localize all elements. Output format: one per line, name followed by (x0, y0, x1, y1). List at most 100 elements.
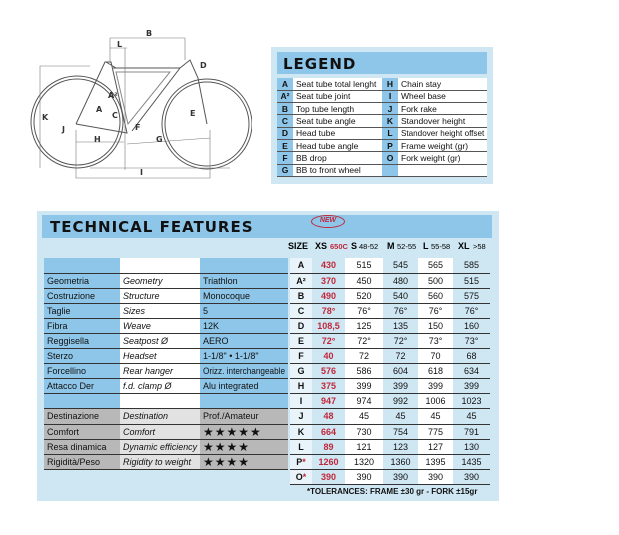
feature-english (120, 258, 200, 274)
front-wheel (161, 78, 252, 170)
size-geometry-table: A 430 515 545 565 585 A² 370 450 480 500 515 B 490 520… (290, 258, 490, 485)
feature-italian (44, 393, 120, 410)
legend-desc-text: Chain stay (401, 78, 442, 89)
size-row: L 89 121 123 127 130 (290, 439, 490, 455)
measure-value-text: 791 (463, 426, 480, 437)
legend-key-text: A² (280, 91, 290, 102)
legend-key: L (382, 127, 398, 140)
rating-english: Comfort (120, 424, 200, 440)
feature-italian-text: Attacco Der (47, 381, 95, 392)
measure-value-text: 1006 (425, 396, 446, 407)
rating-row: Comfort Comfort ★★★★★ (44, 424, 288, 440)
measure-value-text: 76° (428, 305, 443, 316)
measure-value-text: 576 (320, 366, 337, 377)
measure-key: K (290, 424, 312, 440)
measure-value-text: 89 (323, 441, 334, 452)
feature-value-text: 12K (203, 320, 220, 331)
feature-italian-text: Taglie (47, 305, 71, 316)
measure-value-text: 121 (356, 441, 372, 452)
measure-value: 68 (453, 348, 490, 365)
size-xs-sub: 650C (330, 242, 348, 251)
feature-english-text: Weave (123, 320, 151, 331)
measure-value: 390 (418, 469, 453, 485)
measure-key: I (290, 393, 312, 410)
measure-value: 70 (418, 348, 453, 365)
measure-value-text: 76° (393, 305, 408, 316)
measure-value: 515 (345, 258, 383, 274)
legend-key (382, 164, 398, 177)
measure-value: 76° (345, 303, 383, 319)
measure-value-text: 370 (320, 275, 337, 286)
measure-key: H (290, 378, 312, 395)
label-g: G (156, 135, 163, 144)
measure-value: 127 (418, 439, 453, 455)
size-row: E 72° 72° 72° 73° 73° (290, 333, 490, 350)
rating-italian: Resa dinamica (44, 439, 120, 455)
legend-key-text: L (387, 128, 393, 139)
rating-italian-text: Resa dinamica (47, 441, 107, 452)
measure-value-text: 135 (392, 320, 409, 331)
feature-value-text: Triathlon (203, 275, 238, 286)
legend-key: I (382, 90, 398, 104)
measure-value-text: 390 (356, 471, 372, 482)
measure-value: 560 (418, 288, 453, 304)
measure-value: 40 (312, 348, 345, 365)
feature-row (44, 393, 288, 410)
measure-value: 565 (418, 258, 453, 274)
legend-key-text: A (281, 78, 289, 89)
legend-desc-text: Seat tube joint (296, 91, 351, 102)
size-row: I 947 974 992 1006 1023 (290, 393, 490, 410)
new-badge: NEW (311, 215, 345, 228)
measure-value-text: 45 (395, 411, 406, 422)
measure-value-text: 560 (427, 290, 444, 301)
label-e: E (190, 109, 195, 118)
rating-italian: Comfort (44, 424, 120, 440)
measure-value: 121 (345, 439, 383, 455)
measure-value: 500 (418, 273, 453, 289)
feature-italian: Fibra (44, 318, 120, 334)
legend-key: P (382, 139, 398, 153)
feature-value: Orizz. interchangeable (200, 363, 288, 380)
legend-key-text: B (281, 103, 289, 114)
legend-desc-text: Head tube angle (296, 140, 359, 151)
legend-row: G BB to front wheel (277, 164, 487, 177)
legend-desc: Seat tube joint (293, 90, 382, 104)
measure-value: 992 (383, 393, 418, 410)
legend-desc: BB to front wheel (293, 164, 382, 177)
size-row: P* 1260 1320 1360 1395 1435 (290, 454, 490, 470)
legend-key-text: F (282, 152, 288, 163)
feature-italian: Forcellino (44, 363, 120, 380)
size-row: C 78° 76° 76° 76° 76° (290, 303, 490, 319)
measure-value-text: 399 (356, 381, 372, 392)
measure-value-text: 399 (463, 381, 480, 392)
measure-value-text: 1360 (390, 456, 411, 467)
measure-value-text: 72° (357, 336, 371, 347)
label-d: D (200, 61, 207, 70)
measure-value: 73° (453, 333, 490, 350)
measure-value-text: 992 (392, 396, 409, 407)
label-a2: A² (108, 91, 118, 100)
rating-english: Rigidity to weight (120, 454, 200, 470)
feature-italian-text: Fibra (47, 320, 68, 331)
feature-english-text: Rear hanger (123, 366, 174, 377)
label-h: H (94, 135, 101, 144)
measure-value: 515 (453, 273, 490, 289)
measure-value: 634 (453, 363, 490, 380)
measure-value-text: 48 (323, 411, 334, 422)
feature-italian: Geometria (44, 273, 120, 289)
rating-stars: ★★★★★ (200, 424, 288, 440)
measure-value: 72° (383, 333, 418, 350)
measure-value-text: 390 (427, 471, 444, 482)
measure-value: 1320 (345, 454, 383, 470)
measure-value: 150 (418, 318, 453, 334)
feature-english-text: Sizes (123, 305, 146, 316)
measure-value-text: 515 (356, 260, 372, 271)
feature-value: 1-1/8" • 1-1/8" (200, 348, 288, 365)
measure-value: 73° (418, 333, 453, 350)
feature-english: Structure (120, 288, 200, 304)
measure-value: 72° (312, 333, 345, 350)
measure-value-text: 1023 (461, 396, 482, 407)
measure-key-text: D (297, 320, 305, 331)
measure-value-text: 399 (427, 381, 444, 392)
measure-key: D (290, 318, 312, 334)
